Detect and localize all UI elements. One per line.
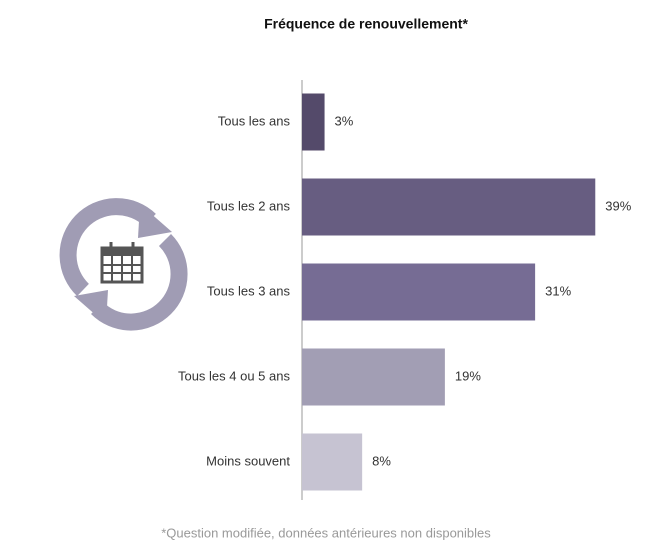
bar <box>302 348 445 406</box>
y-tick-label: Tous les ans <box>218 113 291 128</box>
y-tick-label: Moins souvent <box>206 453 290 468</box>
value-label: 39% <box>605 198 631 213</box>
bar <box>302 178 596 236</box>
y-tick-label: Tous les 4 ou 5 ans <box>178 368 291 383</box>
value-label: 3% <box>335 113 354 128</box>
y-tick-label: Tous les 2 ans <box>207 198 291 213</box>
value-label: 19% <box>455 368 481 383</box>
y-tick-label: Tous les 3 ans <box>207 283 291 298</box>
footnote: *Question modifiée, données antérieures … <box>161 525 491 540</box>
bar <box>302 433 363 491</box>
value-label: 31% <box>545 283 571 298</box>
chart-title: Fréquence de renouvellement* <box>264 16 468 32</box>
renewal-icon <box>59 198 188 331</box>
bar <box>302 93 325 151</box>
value-label: 8% <box>372 453 391 468</box>
bar <box>302 263 536 321</box>
